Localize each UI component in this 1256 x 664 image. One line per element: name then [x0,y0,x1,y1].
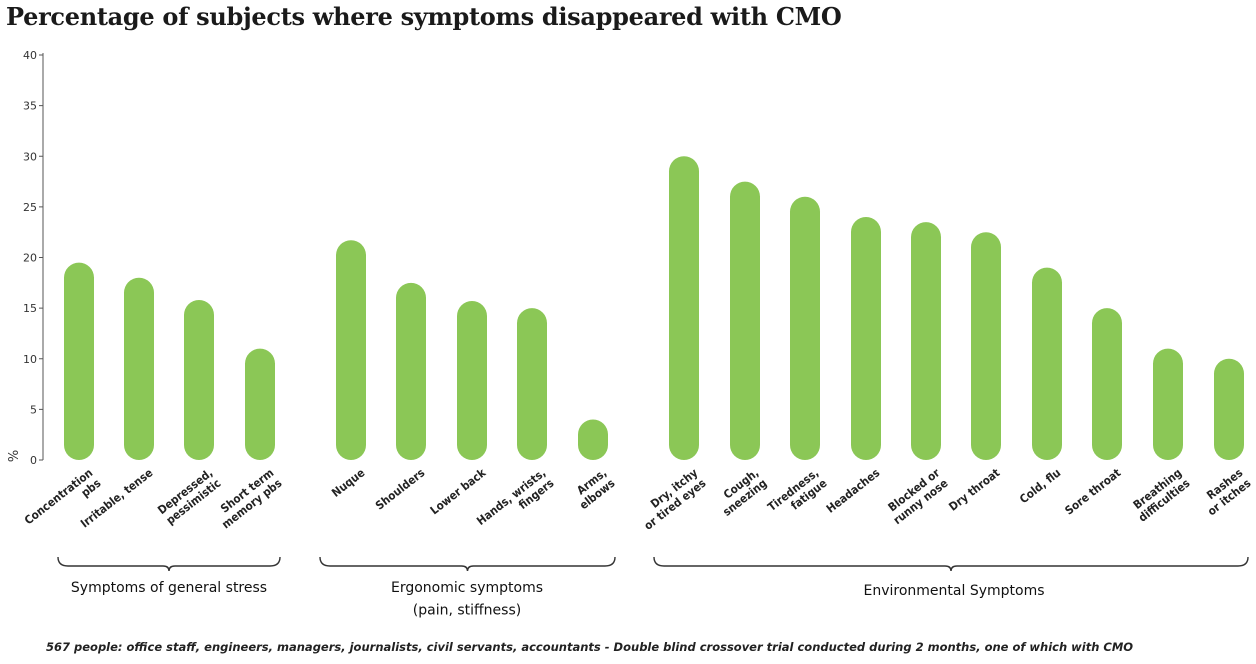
category-label: Depressed,pessimistic [155,466,224,528]
bar [851,217,881,460]
bars [64,156,1244,460]
y-axis-label: % [7,450,22,462]
y-tick-label: 15 [23,302,37,315]
bar [396,282,426,460]
group-label: Ergonomic symptoms (pain, stiffness) [391,580,543,618]
axes: 0 5 10 15 20 25 30 35 40% [7,49,44,467]
bar [790,196,820,460]
group-bracket [57,556,281,572]
bar [457,301,487,460]
bar [1153,348,1183,460]
category-label: Nuque [329,466,367,500]
group-bracket [319,556,616,572]
category-label: Concentrationpbs [22,466,104,538]
bar [1092,308,1122,460]
category-label: Blocked orrunny nose [882,465,951,527]
footnote: 567 people: office staff, engineers, man… [46,640,1134,654]
y-tick-label: 35 [23,100,37,113]
category-label: Short termmemory pbs [211,466,285,532]
bar [578,419,608,460]
category-label: Arms,elbows [569,466,618,513]
category-label: Cold, flu [1017,466,1064,507]
y-tick-label: 40 [23,49,37,62]
bar [1214,358,1244,460]
bar [730,181,760,460]
category-label: Rashesor itches [1197,466,1254,519]
y-tick-label: 30 [23,150,37,163]
bar [971,232,1001,460]
bar [669,156,699,460]
y-tick-label: 10 [23,353,37,366]
bar [184,300,214,460]
category-label: Shoulders [373,466,428,513]
bar [64,262,94,460]
category-label: Sore throat [1062,465,1123,517]
bar [1032,267,1062,460]
group-bracket [653,556,1249,572]
bar [245,348,275,460]
chart-title: Percentage of subjects where symptoms di… [6,2,842,31]
y-tick-label: 5 [30,403,37,416]
category-label: Headaches [823,466,882,516]
y-tick-label: 0 [30,454,37,467]
bar [517,308,547,460]
y-tick-label: 25 [23,201,37,214]
category-label: Lower back [427,465,489,518]
y-tick-label: 20 [23,252,37,265]
group-label: Environmental Symptoms [864,583,1045,599]
bar [336,240,366,460]
category-label: Dry throat [946,465,1002,513]
bar [124,277,154,460]
category-label: Tiredness,fatigue [765,466,830,525]
category-label: Dry, itchyor tired eyes [633,465,709,532]
category-label: Breathingdifficulties [1127,466,1192,525]
group-brackets: Symptoms of general stress Ergonomic symp… [57,556,1249,618]
group-label: Symptoms of general stress [71,580,267,596]
bar [911,222,941,460]
category-label: Cough,sneezing [712,466,770,519]
